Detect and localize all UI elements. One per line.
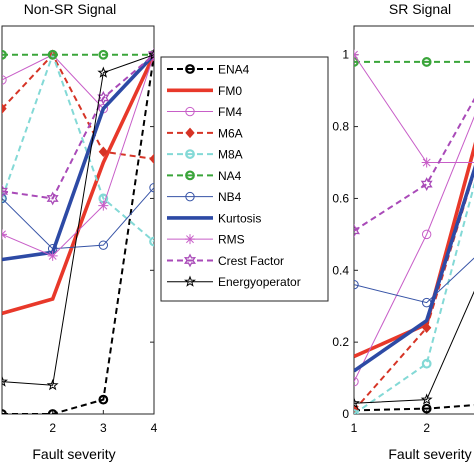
data-point-crestfactor <box>97 90 110 105</box>
legend: ENA4 FM0 FM4 M6A M8A NA4 NB4 Kurtosis RMS Crest F… <box>160 56 329 302</box>
series-line-nb4 <box>2 187 154 250</box>
legend-marker-crestfactor <box>184 253 196 268</box>
panel-sr: SR Signal Fault severity 1 2 0 0.2 0.4 0.6 0.8 1 <box>332 1 474 462</box>
data-point-nb4 <box>354 279 359 290</box>
x-tick-label: 1 <box>351 421 358 435</box>
data-point-na4 <box>98 49 109 60</box>
data-point-energyoperator <box>420 393 433 405</box>
data-point-ena4 <box>98 394 109 405</box>
x-axis-label: Fault severity <box>388 446 471 462</box>
legend-marker-ena4 <box>185 64 195 74</box>
y-tick-label: 0 <box>342 407 349 421</box>
data-point-na4 <box>47 49 58 60</box>
data-point-rms <box>354 49 359 60</box>
legend-label-ena4: ENA4 <box>218 63 250 77</box>
data-point-nb4 <box>149 182 154 193</box>
data-point-m6a <box>98 146 109 157</box>
series-line-kurtosis <box>2 53 154 262</box>
legend-marker-energyoperator <box>184 275 196 287</box>
legend-marker-m6a <box>185 127 195 139</box>
series-line-nb4 <box>354 257 474 304</box>
legend-label-crestfactor: Crest Factor <box>218 254 284 268</box>
axes-box <box>1 25 155 415</box>
data-point-fm4 <box>421 229 432 240</box>
y-tick-label: 1 <box>342 48 349 62</box>
data-point-energyoperator <box>2 375 8 387</box>
series-line-energyoperator <box>2 54 154 386</box>
plot-layer: Non-SR Signal Fault severity 2 3 4 SR Signal F… <box>1 1 474 462</box>
data-point-crestfactor <box>46 191 59 206</box>
y-tick-label: 0.8 <box>332 120 349 134</box>
data-point-crestfactor <box>420 177 433 191</box>
data-point-na4 <box>2 49 7 60</box>
legend-label-fm4: FM4 <box>218 105 242 119</box>
legend-label-fm0: FM0 <box>218 84 242 98</box>
series-line-fm0 <box>354 141 474 359</box>
series-line-m8a <box>354 181 474 414</box>
y-tick-label: 0.4 <box>332 263 349 277</box>
series-layer <box>354 49 474 414</box>
legend-label-rms: RMS <box>218 233 245 247</box>
axes-box <box>353 25 474 415</box>
series-line-crestfactor <box>354 97 474 232</box>
chart-title: SR Signal <box>389 1 451 17</box>
data-point-rms <box>421 157 432 168</box>
y-tick-label: 0.6 <box>332 191 349 205</box>
data-point-energyoperator <box>148 48 154 60</box>
x-tick-label: 2 <box>423 421 430 435</box>
data-point-nb4 <box>98 240 109 250</box>
legend-label-energyoperator: Energyoperator <box>218 275 301 289</box>
data-point-rms <box>98 200 109 211</box>
legend-label-m8a: M8A <box>218 148 243 162</box>
x-tick-label: 4 <box>151 421 158 435</box>
legend-marker-na4 <box>185 170 195 181</box>
legend-label-kurtosis: Kurtosis <box>218 211 261 225</box>
data-point-crestfactor <box>2 184 8 199</box>
data-point-fm4 <box>2 75 7 85</box>
data-point-rms <box>47 250 58 261</box>
data-point-na4 <box>421 57 432 67</box>
x-tick-label: 3 <box>100 421 107 435</box>
x-tick-label: 2 <box>49 421 56 435</box>
data-point-m6a <box>421 322 432 334</box>
data-point-m8a <box>354 409 359 414</box>
panel-non-sr: Non-SR Signal Fault severity 2 3 4 <box>1 1 158 462</box>
series-layer <box>2 47 154 414</box>
data-point-energyoperator <box>354 396 360 409</box>
data-point-crestfactor <box>354 223 360 238</box>
legend-marker-fm4 <box>185 106 195 117</box>
data-point-energyoperator <box>97 66 110 78</box>
data-point-fm4 <box>354 376 359 387</box>
data-point-crestfactor <box>148 47 154 62</box>
x-axis-label: Fault severity <box>32 446 115 462</box>
data-point-nb4 <box>2 193 7 204</box>
legend-label-nb4: NB4 <box>218 190 242 204</box>
series-line-crestfactor <box>2 53 154 200</box>
data-point-m8a <box>421 358 432 369</box>
series-line-rms <box>354 54 474 164</box>
data-point-energyoperator <box>46 379 59 391</box>
data-point-ena4 <box>47 409 58 414</box>
legend-label-m6a: M6A <box>218 126 243 140</box>
data-point-m8a <box>149 236 154 247</box>
series-line-kurtosis <box>354 164 474 373</box>
series-line-fm4 <box>354 116 474 382</box>
chart-title: Non-SR Signal <box>24 1 117 17</box>
legend-label-na4: NA4 <box>218 169 242 183</box>
legend-marker-m8a <box>185 149 195 159</box>
data-point-ena4 <box>421 403 432 414</box>
legend-marker-nb4 <box>185 191 195 202</box>
data-point-m6a <box>149 153 154 165</box>
y-tick-label: 0.2 <box>332 335 349 349</box>
legend-marker-rms <box>185 234 195 245</box>
data-point-m6a <box>2 103 7 114</box>
data-point-rms <box>2 229 7 240</box>
series-line-energyoperator <box>354 290 474 404</box>
